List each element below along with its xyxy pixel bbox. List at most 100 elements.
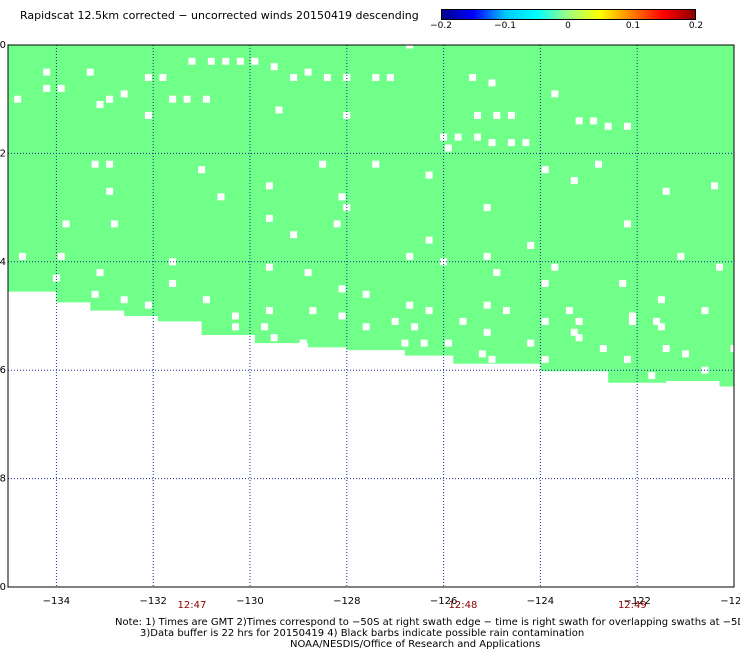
data-gap-cell bbox=[657, 323, 665, 331]
data-gap-cell bbox=[96, 269, 104, 277]
data-gap-cell bbox=[483, 328, 491, 336]
latitude-tick-label: −54 bbox=[0, 257, 6, 268]
data-gap-cell bbox=[270, 334, 278, 342]
data-gap-cell bbox=[595, 160, 602, 168]
data-gap-cell bbox=[653, 317, 661, 325]
data-gap-cell bbox=[391, 317, 399, 325]
data-gap-cell bbox=[590, 117, 598, 125]
data-gap-cell bbox=[401, 339, 409, 347]
note-line-2: 3)Data buffer is 22 hrs for 20150419 4) … bbox=[140, 628, 585, 639]
data-gap-cell bbox=[270, 63, 278, 71]
axis-ticks: −134 −132 −130 −128 −126 −124 −122 −120 −50 −52 −5… bbox=[0, 40, 740, 607]
data-gap-cell bbox=[488, 355, 496, 363]
data-gap-cell bbox=[488, 79, 496, 87]
data-gap-cell bbox=[217, 193, 225, 201]
data-gap-cell bbox=[290, 74, 298, 81]
data-gap-cell bbox=[541, 355, 549, 363]
data-gap-cell bbox=[144, 74, 152, 81]
latitude-tick-label: −52 bbox=[0, 148, 6, 159]
data-gap-cell bbox=[91, 290, 99, 298]
data-gap-cell bbox=[483, 204, 491, 212]
time-label: 12:49 bbox=[617, 600, 647, 611]
latitude-tick-label: −60 bbox=[0, 582, 6, 593]
data-gap-cell bbox=[198, 166, 206, 174]
data-gap-cell bbox=[304, 68, 312, 76]
data-gap-cell bbox=[343, 74, 351, 81]
latitude-tick-label: −58 bbox=[0, 474, 6, 485]
data-gap-cell bbox=[624, 220, 631, 228]
data-gap-cell bbox=[425, 236, 433, 244]
data-gap-cell bbox=[169, 258, 177, 266]
data-gap-cell bbox=[362, 323, 370, 331]
data-gap-cell bbox=[232, 323, 239, 331]
data-gap-cell bbox=[275, 106, 283, 114]
data-gap-cell bbox=[522, 139, 530, 147]
data-gap-cell bbox=[493, 112, 501, 119]
data-gap-cell bbox=[488, 139, 496, 147]
data-gap-cell bbox=[604, 122, 612, 130]
data-gap-cell bbox=[570, 328, 578, 336]
data-gap-cell bbox=[454, 133, 462, 141]
data-gap-cell bbox=[711, 182, 719, 190]
data-gap-cell bbox=[57, 252, 65, 260]
data-gap-cell bbox=[444, 339, 452, 347]
data-gap-cell bbox=[527, 339, 535, 347]
data-gap-cell bbox=[541, 280, 549, 287]
data-gap-cell bbox=[425, 307, 433, 315]
longitude-tick-label: −128 bbox=[333, 596, 360, 607]
credit-line: NOAA/NESDIS/Office of Research and Appli… bbox=[290, 639, 541, 650]
data-gap-cell bbox=[648, 372, 656, 380]
data-gap-cell bbox=[406, 301, 414, 309]
map-frame bbox=[7, 44, 735, 588]
data-gap-cell bbox=[265, 263, 273, 271]
data-gap-cell bbox=[628, 317, 636, 325]
data-gap-cell bbox=[420, 339, 428, 347]
data-gap-cell bbox=[202, 296, 210, 304]
longitude-tick-label: −134 bbox=[43, 596, 70, 607]
data-gap-cell bbox=[169, 280, 177, 287]
data-gap-cell bbox=[120, 90, 128, 98]
longitude-tick-label: −126 bbox=[430, 596, 457, 607]
data-gap-cell bbox=[338, 193, 346, 201]
data-gap-cell bbox=[362, 290, 370, 298]
latitude-tick-label: −50 bbox=[0, 40, 6, 51]
data-gap-cell bbox=[43, 84, 51, 92]
data-gap-cell bbox=[628, 312, 636, 320]
data-gap-cell bbox=[91, 160, 99, 168]
data-gap-cell bbox=[265, 307, 273, 315]
data-gap-cell bbox=[657, 296, 665, 304]
latitude-tick-label: −56 bbox=[0, 365, 6, 376]
colorbar-tick-label: −0.1 bbox=[494, 21, 516, 31]
data-gap-cell bbox=[299, 339, 307, 347]
data-gap-cell bbox=[624, 122, 631, 130]
data-gap-cell bbox=[503, 307, 510, 315]
longitude-tick-label: −124 bbox=[527, 596, 554, 607]
data-gap-cell bbox=[19, 252, 26, 260]
data-gap-cell bbox=[478, 350, 486, 358]
data-gap-cell bbox=[188, 57, 196, 65]
data-gap-cell bbox=[551, 263, 559, 271]
longitude-tick-label: −120 bbox=[720, 596, 740, 607]
data-gap-cell bbox=[425, 171, 433, 179]
data-gap-cell bbox=[459, 317, 467, 325]
data-gap-cell bbox=[323, 74, 331, 81]
data-gap-cell bbox=[551, 90, 559, 98]
data-gap-cell bbox=[338, 312, 346, 320]
data-gap-cell bbox=[144, 112, 152, 119]
swath-area bbox=[8, 45, 734, 387]
longitude-tick-label: −122 bbox=[623, 596, 650, 607]
data-gap-cell bbox=[207, 57, 215, 65]
data-gap-cell bbox=[474, 112, 481, 119]
data-gap-cell bbox=[62, 220, 70, 228]
data-gap-cell bbox=[624, 355, 631, 363]
data-gap-cell bbox=[662, 345, 670, 352]
data-gap-cell bbox=[575, 117, 583, 125]
swath-gaps bbox=[14, 41, 738, 380]
data-gap-cell bbox=[290, 231, 298, 239]
data-gap-cell bbox=[575, 317, 583, 325]
data-gap-cell bbox=[483, 252, 491, 260]
data-gap-cell bbox=[159, 74, 167, 81]
data-gap-cell bbox=[507, 112, 515, 119]
data-gap-cell bbox=[304, 269, 312, 277]
data-gap-cell bbox=[14, 95, 22, 103]
